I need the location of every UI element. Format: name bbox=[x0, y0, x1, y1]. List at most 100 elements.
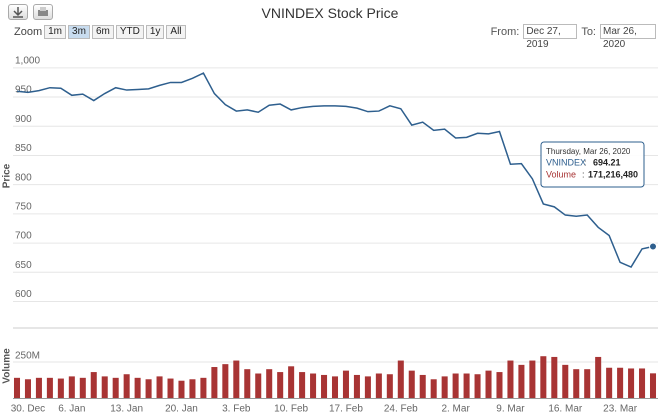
y-tick-label: 700 bbox=[15, 231, 32, 242]
volume-bar bbox=[299, 372, 306, 398]
volume-bar bbox=[189, 379, 196, 398]
volume-bar bbox=[342, 370, 349, 398]
zoom-label: Zoom bbox=[14, 26, 43, 38]
volume-bar bbox=[24, 379, 31, 398]
y-tick-label: 650 bbox=[15, 260, 32, 271]
x-tick-label: 3. Feb bbox=[222, 404, 251, 415]
price-line bbox=[16, 72, 654, 268]
volume-bar bbox=[551, 356, 558, 398]
volume-bar bbox=[496, 372, 503, 398]
volume-bar bbox=[649, 373, 657, 398]
range-button[interactable]: 1y bbox=[145, 25, 165, 39]
volume-bar bbox=[101, 376, 108, 398]
x-tick-label: 6. Jan bbox=[58, 404, 85, 415]
volume-bar bbox=[529, 360, 536, 398]
date-range: From: Dec 27, 2019 To: Mar 26, 2020 bbox=[490, 24, 656, 50]
tooltip-header: Thursday, Mar 26, 2020 bbox=[546, 147, 631, 156]
to-input[interactable]: Mar 26, 2020 bbox=[600, 24, 656, 50]
volume-bar bbox=[211, 367, 218, 398]
volume-bar bbox=[463, 373, 470, 398]
volume-bar bbox=[79, 377, 86, 398]
volume-bar bbox=[288, 366, 295, 398]
download-button[interactable] bbox=[8, 4, 28, 20]
y-tick-label: 600 bbox=[15, 289, 32, 300]
volume-bar bbox=[353, 374, 360, 398]
volume-bar bbox=[145, 379, 152, 398]
x-tick-label: 10. Feb bbox=[274, 404, 308, 415]
x-tick-label: 9. Mar bbox=[496, 404, 525, 415]
volume-bar bbox=[266, 369, 273, 398]
volume-bar bbox=[617, 367, 624, 398]
volume-bar bbox=[123, 374, 130, 398]
print-button[interactable] bbox=[33, 4, 53, 20]
tooltip-value: 694.21 bbox=[593, 157, 621, 167]
to-label: To: bbox=[581, 25, 596, 38]
volume-bar bbox=[134, 377, 141, 398]
from-label: From: bbox=[490, 25, 520, 38]
x-tick-label: 17. Feb bbox=[329, 404, 363, 415]
x-tick-label: 20. Jan bbox=[165, 404, 198, 415]
volume-bar bbox=[430, 379, 437, 398]
tooltip-series: Volume bbox=[546, 169, 576, 179]
x-tick-label: 13. Jan bbox=[110, 404, 143, 415]
range-button[interactable]: All bbox=[166, 25, 186, 39]
volume-bar bbox=[167, 378, 174, 398]
tooltip-value: 171,216,480 bbox=[588, 169, 638, 179]
volume-bar bbox=[441, 376, 448, 398]
volume-bar bbox=[277, 372, 284, 398]
y-tick-label: 900 bbox=[15, 114, 32, 125]
volume-bar bbox=[200, 377, 207, 398]
volume-bar bbox=[46, 377, 53, 398]
range-button[interactable]: 3m bbox=[68, 25, 90, 39]
volume-bar bbox=[57, 378, 64, 398]
volume-bar bbox=[178, 380, 185, 398]
volume-bar bbox=[68, 376, 75, 398]
volume-bar bbox=[35, 377, 42, 398]
volume-bar bbox=[222, 364, 229, 398]
volume-bar bbox=[364, 376, 371, 398]
tooltip-separator: : bbox=[584, 157, 587, 167]
y-tick-label: 750 bbox=[15, 202, 32, 213]
volume-bar bbox=[518, 364, 525, 398]
y2-axis-title: Volume bbox=[2, 348, 13, 384]
volume-bar bbox=[485, 370, 492, 398]
chart-title: VNINDEX Stock Price bbox=[261, 5, 399, 21]
volume-bar bbox=[474, 374, 481, 398]
volume-bar bbox=[507, 360, 514, 398]
hover-marker bbox=[649, 242, 657, 251]
range-button[interactable]: 6m bbox=[91, 25, 114, 39]
x-tick-label: 23. Mar bbox=[603, 404, 638, 415]
volume-bar bbox=[606, 367, 613, 398]
volume-bar bbox=[540, 356, 547, 398]
volume-bar bbox=[233, 360, 240, 398]
volume-bar bbox=[112, 377, 119, 398]
from-input[interactable]: Dec 27, 2019 bbox=[523, 24, 578, 50]
volume-bar bbox=[397, 360, 404, 398]
y-tick-label: 850 bbox=[15, 143, 32, 154]
range-buttons: Zoom 1m 3m 6m YTD 1y All bbox=[14, 25, 186, 39]
volume-bar bbox=[13, 377, 21, 398]
volume-bar bbox=[90, 372, 97, 398]
volume-bar bbox=[628, 368, 635, 398]
volume-bar bbox=[452, 373, 459, 398]
x-tick-label: 16. Mar bbox=[548, 404, 583, 415]
volume-bar bbox=[321, 374, 328, 398]
volume-bar bbox=[562, 364, 569, 398]
volume-bar bbox=[408, 370, 415, 398]
volume-bar bbox=[584, 369, 591, 398]
volume-bar bbox=[255, 373, 262, 398]
volume-bar bbox=[639, 368, 646, 398]
y2-tick-label: 250M bbox=[15, 351, 40, 362]
y-tick-label: 1,000 bbox=[15, 55, 40, 66]
x-tick-label: 30. Dec bbox=[11, 404, 45, 415]
x-tick-label: 24. Feb bbox=[384, 404, 418, 415]
volume-bar bbox=[573, 369, 580, 398]
range-button[interactable]: YTD bbox=[115, 25, 144, 39]
range-button[interactable]: 1m bbox=[44, 25, 67, 39]
y-tick-label: 950 bbox=[15, 85, 32, 96]
volume-bar bbox=[331, 376, 339, 398]
tooltip-box bbox=[540, 141, 645, 188]
